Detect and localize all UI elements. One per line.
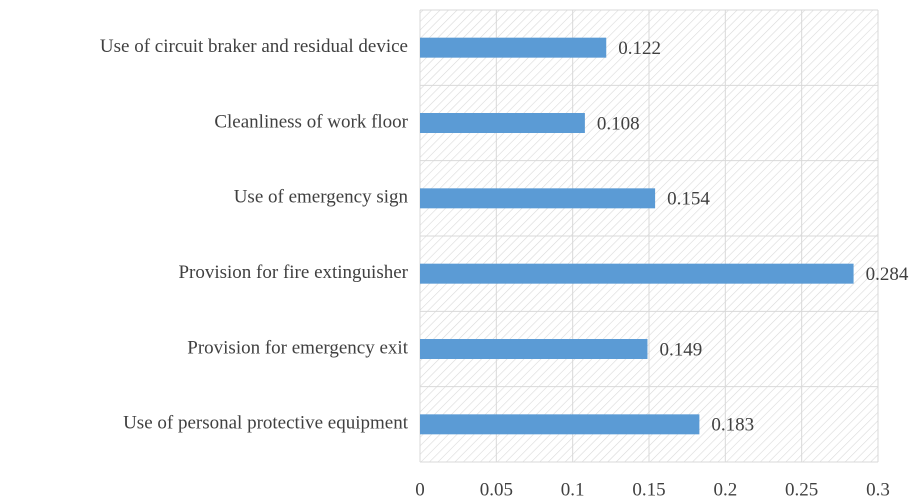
bar — [420, 339, 648, 359]
data-label: 0.284 — [866, 264, 909, 285]
bar — [420, 414, 700, 435]
bar — [420, 263, 854, 284]
y-tick-label: Use of personal protective equipment — [123, 413, 409, 434]
data-label: 0.122 — [618, 38, 661, 59]
y-tick-label: Cleanliness of work floor — [214, 111, 408, 132]
data-label: 0.154 — [667, 189, 710, 210]
x-tick-label: 0.25 — [785, 479, 818, 500]
data-label: 0.108 — [597, 113, 640, 134]
y-tick-label: Use of circuit braker and residual devic… — [100, 36, 408, 57]
bar — [420, 37, 607, 58]
bar — [420, 188, 656, 209]
data-label: 0.149 — [659, 339, 702, 360]
bar — [420, 113, 585, 133]
y-tick-label: Provision for fire extinguisher — [178, 262, 408, 283]
x-tick-label: 0.1 — [561, 479, 585, 500]
y-tick-label: Use of emergency sign — [234, 187, 409, 208]
y-tick-label: Provision for emergency exit — [187, 337, 408, 358]
x-tick-label: 0.2 — [713, 479, 737, 500]
data-label: 0.183 — [711, 415, 754, 436]
x-tick-label: 0.3 — [866, 479, 890, 500]
x-tick-label: 0 — [415, 479, 425, 500]
x-tick-label: 0.15 — [632, 479, 665, 500]
x-tick-label: 0.05 — [480, 479, 513, 500]
